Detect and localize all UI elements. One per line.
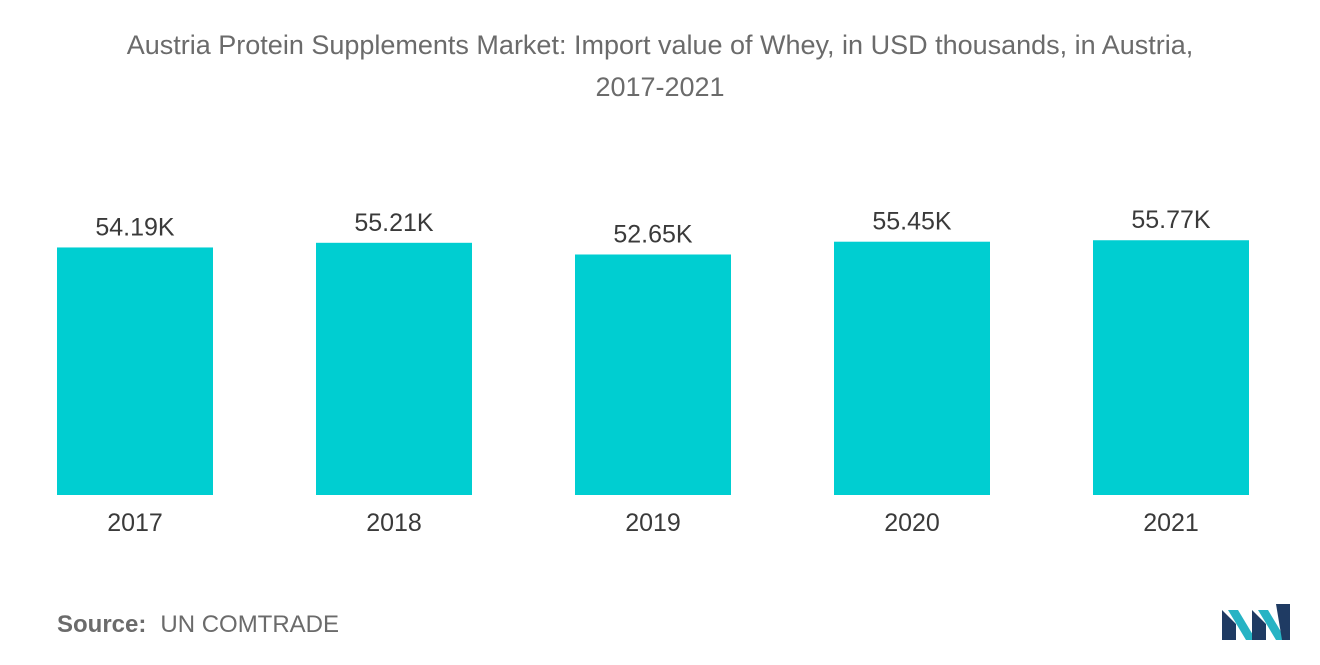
chart-title: Austria Protein Supplements Market: Impo… [0,24,1320,108]
bar-2018 [316,242,472,495]
data-label-2018: 55.21K [354,209,434,237]
bar-2019 [575,254,731,495]
bar-2020 [834,241,990,495]
bar-2017 [57,247,213,495]
logo-stroke-1 [1222,610,1236,640]
x-tick-2020: 2020 [884,509,940,537]
source-value: UN COMTRADE [160,611,340,638]
data-label-2019: 52.65K [613,220,693,248]
brand-logo-icon [1222,604,1290,640]
x-tick-2017: 2017 [107,509,163,537]
logo-stroke-2 [1228,610,1256,640]
logo-stroke-5 [1276,604,1290,640]
logo-stroke-4 [1258,610,1286,640]
source-label: Source: [57,611,147,638]
x-tick-2019: 2019 [625,509,681,537]
chart-title-line-2: 2017-2021 [595,72,725,102]
data-label-2021: 55.77K [1131,206,1211,234]
bar-2021 [1093,240,1249,495]
x-tick-2018: 2018 [366,509,422,537]
data-label-2020: 55.45K [872,208,952,236]
data-label-2017: 54.19K [95,213,175,241]
chart-title-line-1: Austria Protein Supplements Market: Impo… [126,30,1194,60]
x-tick-2021: 2021 [1143,509,1199,537]
logo-stroke-3 [1252,610,1266,640]
source-note: Source: UN COMTRADE [57,611,339,639]
